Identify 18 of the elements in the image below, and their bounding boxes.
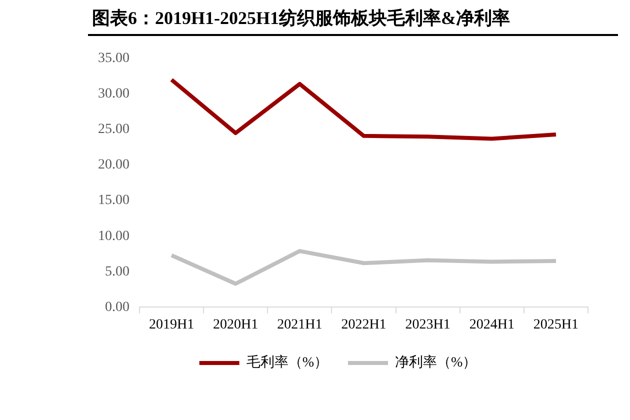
x-tick-label: 2025H1: [533, 317, 579, 332]
x-tick-label: 2024H1: [469, 317, 514, 332]
y-tick-label: 5.00: [105, 264, 130, 280]
y-tick-label: 35.00: [98, 51, 130, 66]
x-tick-label: 2023H1: [405, 317, 450, 332]
x-tick-label: 2019H1: [148, 317, 194, 332]
legend-label: 毛利率（%）: [246, 354, 328, 371]
x-tick-label: 2022H1: [341, 317, 386, 332]
legend-label: 净利率（%）: [395, 354, 477, 371]
y-tick-label: 30.00: [98, 86, 130, 102]
y-tick-label: 20.00: [98, 158, 130, 173]
y-tick-label: 25.00: [98, 122, 130, 138]
x-tick-label: 2020H1: [213, 317, 258, 332]
chart-title: 图表6：2019H1-2025H1纺织服饰板块毛利率&净利率: [92, 7, 510, 30]
y-tick-label: 0.00: [105, 300, 130, 315]
y-tick-label: 10.00: [98, 228, 130, 244]
x-tick-label: 2021H1: [277, 317, 322, 332]
y-tick-label: 15.00: [98, 193, 130, 208]
